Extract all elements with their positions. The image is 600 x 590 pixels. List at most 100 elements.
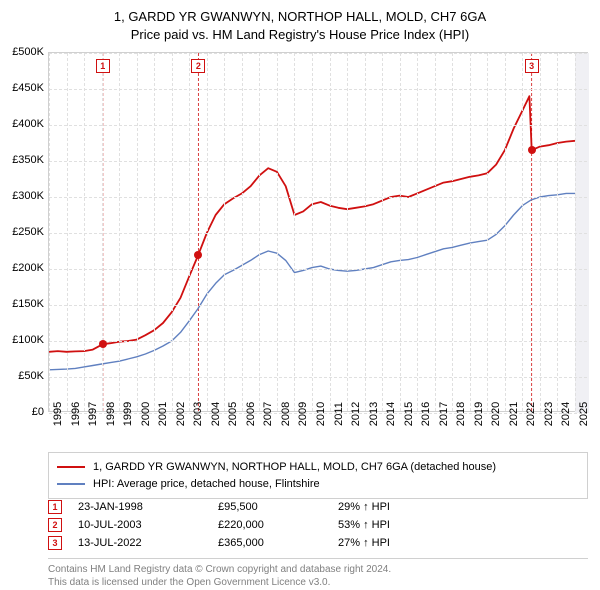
legend: 1, GARDD YR GWANWYN, NORTHOP HALL, MOLD,…	[48, 452, 588, 499]
x-tick-label: 2002	[175, 402, 187, 426]
x-tick-label: 2001	[157, 402, 169, 426]
x-tick-label: 1995	[52, 402, 64, 426]
sale-cmp: 27% ↑ HPI	[338, 537, 458, 549]
y-tick-label: £200K	[12, 262, 44, 274]
plot-area: 123	[48, 52, 588, 412]
plot-svg	[49, 53, 587, 411]
sale-price: £95,500	[218, 501, 338, 513]
gridline-v	[294, 53, 295, 411]
gridline-v	[557, 53, 558, 411]
gridline-h	[49, 269, 587, 270]
x-tick-label: 2009	[297, 402, 309, 426]
sale-cmp: 53% ↑ HPI	[338, 519, 458, 531]
x-tick-label: 2008	[280, 402, 292, 426]
gridline-v	[84, 53, 85, 411]
legend-row: HPI: Average price, detached house, Flin…	[57, 476, 579, 493]
gridline-v	[172, 53, 173, 411]
sale-date: 23-JAN-1998	[78, 501, 218, 513]
gridline-v	[417, 53, 418, 411]
gridline-h	[49, 125, 587, 126]
sale-row-marker: 1	[48, 500, 62, 514]
gridline-v	[67, 53, 68, 411]
x-tick-label: 1997	[87, 402, 99, 426]
x-tick-label: 2004	[210, 402, 222, 426]
gridline-v	[49, 53, 50, 411]
x-tick-label: 1999	[122, 402, 134, 426]
sale-date: 10-JUL-2003	[78, 519, 218, 531]
y-tick-label: £0	[32, 406, 44, 418]
gridline-v	[154, 53, 155, 411]
x-tick-label: 2005	[227, 402, 239, 426]
y-tick-label: £450K	[12, 82, 44, 94]
title-line2: Price paid vs. HM Land Registry's House …	[0, 26, 600, 44]
sale-row-marker: 3	[48, 536, 62, 550]
gridline-v	[452, 53, 453, 411]
y-tick-label: £250K	[12, 226, 44, 238]
gridline-v	[189, 53, 190, 411]
gridline-v	[119, 53, 120, 411]
legend-swatch	[57, 483, 85, 485]
x-tick-label: 2015	[403, 402, 415, 426]
x-tick-label: 2013	[368, 402, 380, 426]
gridline-v	[259, 53, 260, 411]
x-tick-label: 2010	[315, 402, 327, 426]
gridline-v	[207, 53, 208, 411]
x-tick-label: 1996	[70, 402, 82, 426]
sale-row: 313-JUL-2022£365,00027% ↑ HPI	[48, 534, 588, 552]
x-tick-label: 2006	[245, 402, 257, 426]
gridline-v	[224, 53, 225, 411]
gridline-h	[49, 197, 587, 198]
gridline-v	[347, 53, 348, 411]
gridline-v	[575, 53, 576, 411]
gridline-h	[49, 341, 587, 342]
gridline-v	[522, 53, 523, 411]
gridline-v	[242, 53, 243, 411]
x-tick-label: 2018	[455, 402, 467, 426]
x-tick-label: 2021	[508, 402, 520, 426]
gridline-v	[365, 53, 366, 411]
legend-swatch	[57, 466, 85, 468]
sale-point	[194, 251, 202, 259]
gridline-v	[470, 53, 471, 411]
gridline-v	[382, 53, 383, 411]
x-tick-label: 2025	[578, 402, 590, 426]
y-tick-label: £500K	[12, 46, 44, 58]
footer: Contains HM Land Registry data © Crown c…	[48, 558, 588, 589]
sale-price: £220,000	[218, 519, 338, 531]
x-tick-label: 2000	[140, 402, 152, 426]
x-tick-label: 2024	[560, 402, 572, 426]
gridline-v	[435, 53, 436, 411]
gridline-v	[330, 53, 331, 411]
x-tick-label: 2023	[543, 402, 555, 426]
sale-point	[528, 146, 536, 154]
sale-marker-box: 1	[96, 59, 110, 73]
x-tick-label: 2017	[438, 402, 450, 426]
y-tick-label: £300K	[12, 190, 44, 202]
x-tick-label: 2007	[262, 402, 274, 426]
gridline-v	[277, 53, 278, 411]
sale-row-marker: 2	[48, 518, 62, 532]
gridline-h	[49, 161, 587, 162]
gridline-h	[49, 53, 587, 54]
y-tick-label: £50K	[18, 370, 44, 382]
x-tick-label: 2012	[350, 402, 362, 426]
y-tick-label: £350K	[12, 154, 44, 166]
legend-row: 1, GARDD YR GWANWYN, NORTHOP HALL, MOLD,…	[57, 459, 579, 476]
gridline-h	[49, 377, 587, 378]
footer-line2: This data is licensed under the Open Gov…	[48, 576, 588, 589]
sale-row: 2 10-JUL-2003£220,00053% ↑ HPI	[48, 516, 588, 534]
y-tick-label: £400K	[12, 118, 44, 130]
y-tick-label: £100K	[12, 334, 44, 346]
sale-price: £365,000	[218, 537, 338, 549]
chart-container: 1, GARDD YR GWANWYN, NORTHOP HALL, MOLD,…	[0, 0, 600, 590]
sale-marker-box: 3	[525, 59, 539, 73]
title-line1: 1, GARDD YR GWANWYN, NORTHOP HALL, MOLD,…	[0, 8, 600, 26]
sale-row: 123-JAN-1998£95,50029% ↑ HPI	[48, 498, 588, 516]
gridline-v	[102, 53, 103, 411]
x-tick-label: 1998	[105, 402, 117, 426]
gridline-h	[49, 89, 587, 90]
x-tick-label: 2011	[333, 402, 345, 426]
x-tick-label: 2016	[420, 402, 432, 426]
sales-table: 123-JAN-1998£95,50029% ↑ HPI210-JUL-2003…	[48, 498, 588, 552]
legend-label: HPI: Average price, detached house, Flin…	[93, 476, 320, 493]
